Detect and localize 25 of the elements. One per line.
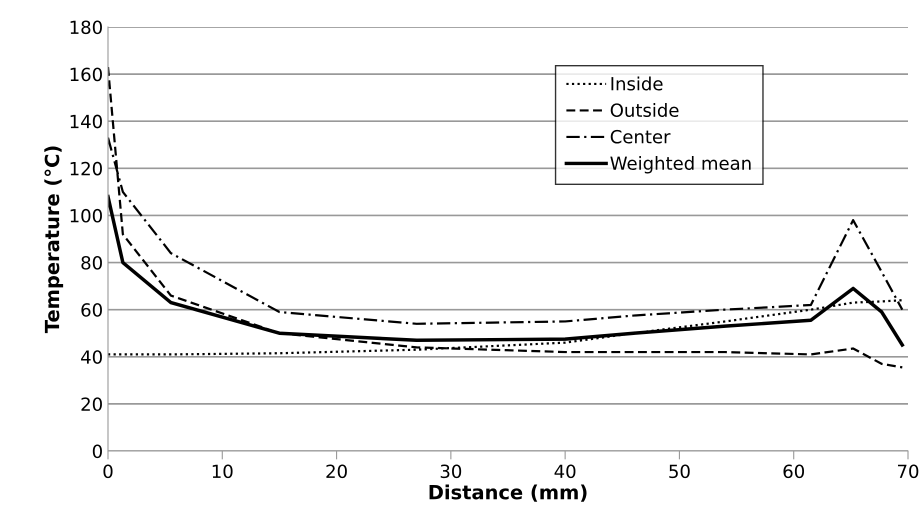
y-tick-label: 0 bbox=[92, 444, 102, 458]
y-tick-label: 60 bbox=[81, 303, 102, 317]
x-tick-label: 20 bbox=[326, 464, 347, 478]
legend-label: Outside bbox=[610, 103, 678, 118]
legend-label: Weighted mean bbox=[610, 156, 751, 174]
x-tick-label: 40 bbox=[554, 464, 576, 478]
x-tick-label: 10 bbox=[212, 464, 233, 478]
line-series bbox=[108, 66, 904, 368]
y-tick-label: 180 bbox=[70, 20, 102, 34]
x-tick-label: 60 bbox=[783, 464, 804, 478]
x-tick-label: 30 bbox=[440, 464, 462, 478]
x-tick-label: 70 bbox=[898, 464, 918, 478]
legend-label: Center bbox=[610, 130, 670, 144]
x-tick-label: 0 bbox=[103, 464, 113, 478]
y-tick-label: 40 bbox=[81, 350, 102, 364]
y-tick-label: 160 bbox=[70, 68, 102, 82]
x-tick-label: 50 bbox=[669, 464, 690, 478]
y-axis-title: Temperature (°C) bbox=[44, 146, 64, 334]
y-tick-label: 80 bbox=[81, 256, 102, 270]
y-tick-label: 120 bbox=[70, 162, 102, 176]
y-tick-label: 20 bbox=[81, 397, 102, 412]
y-tick-label: 140 bbox=[70, 114, 102, 128]
y-tick-label: 100 bbox=[70, 208, 102, 223]
x-axis-title: Distance (mm) bbox=[430, 484, 587, 502]
legend-label: Inside bbox=[611, 76, 663, 91]
